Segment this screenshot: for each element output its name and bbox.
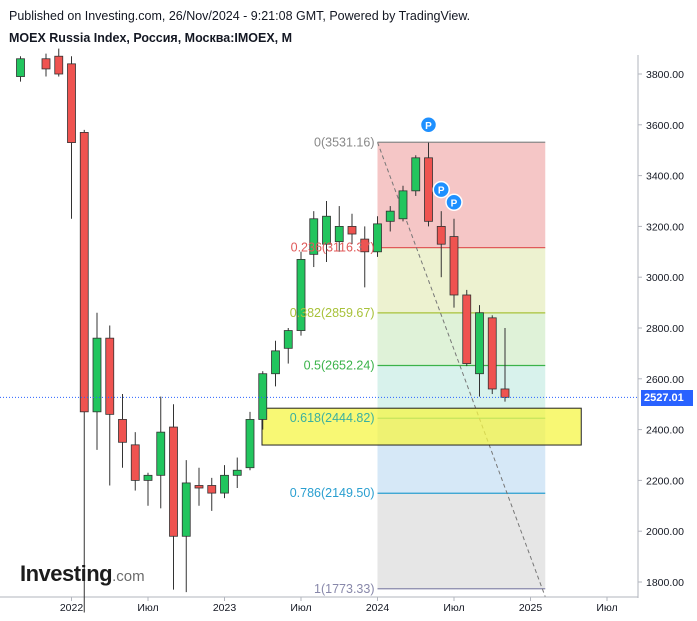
fib-level-label: 0.786(2149.50): [290, 486, 375, 500]
chart-header: Published on Investing.com, 26/Nov/2024 …: [9, 6, 629, 49]
y-tick-label: 2600.00: [646, 374, 684, 386]
x-tick-label: 2025: [519, 602, 543, 614]
x-tick-label: 2024: [366, 602, 390, 614]
y-tick-label: 3200.00: [646, 221, 684, 233]
y-tick-label: 2400.00: [646, 425, 684, 437]
y-tick-label: 3800.00: [646, 69, 684, 81]
y-tick-label: 3000.00: [646, 272, 684, 284]
fib-zone: [377, 493, 546, 589]
x-tick-label: 2023: [213, 602, 237, 614]
y-tick-label: 3600.00: [646, 120, 684, 132]
candle-body: [181, 482, 191, 537]
y-tick-label: 2800.00: [646, 323, 684, 335]
candle-body: [207, 485, 217, 494]
candle-body: [220, 474, 229, 494]
candle-body: [373, 223, 382, 253]
candle-body: [398, 190, 408, 220]
investing-logo: Investing.com: [20, 561, 145, 587]
y-tick-label: 2000.00: [646, 526, 684, 538]
chart-title: MOEX Russia Index, Россия, Москва:IMOEX,…: [9, 31, 293, 45]
candle-body: [194, 485, 204, 489]
candle-body: [500, 388, 510, 398]
candle-body: [271, 350, 280, 375]
candle-body: [67, 63, 76, 143]
fib-level-label: 0.618(2444.82): [290, 411, 375, 425]
candle-body: [79, 132, 89, 413]
logo-domain: .com: [112, 568, 145, 585]
badges: PPP: [419, 116, 463, 212]
dividend-badge-label: P: [425, 121, 432, 132]
candle-body: [143, 474, 153, 481]
candle-body: [334, 225, 344, 243]
candle-body: [424, 157, 433, 222]
candle-body: [92, 337, 102, 413]
candle-body: [309, 218, 319, 255]
published-line: Published on Investing.com, 26/Nov/2024 …: [9, 9, 471, 23]
dividend-badge: [419, 116, 438, 134]
candle-body: [322, 215, 331, 245]
logo-word: Investing: [20, 561, 113, 586]
candle-body: [169, 426, 178, 537]
candle-body: [54, 55, 64, 75]
x-tick-label: Июл: [137, 602, 158, 614]
y-axis-ticks: 1800.00 2000.00 2200.00 2400.00 2600.00 2800.…: [638, 69, 684, 589]
candles: [0, 48, 638, 613]
candle-body: [245, 419, 255, 469]
x-axis-ticks: 2022 Июл 2023 Июл 2024 Июл 2025 Июл: [60, 597, 618, 614]
y-tick-label: 2200.00: [646, 475, 684, 487]
fib-level-label: 1(1773.33): [314, 582, 374, 596]
candle-body: [360, 238, 370, 253]
x-tick-label: Июл: [290, 602, 311, 614]
x-tick-label: Июл: [596, 602, 617, 614]
fib-level-label: 0.382(2859.67): [290, 306, 375, 320]
dividend-badge: [445, 193, 463, 212]
fib-zone: [377, 312, 546, 366]
axes: [0, 55, 639, 598]
candle-body: [118, 419, 127, 443]
fib-level-label: 0.236(3116.37): [291, 241, 375, 255]
candle-body: [462, 294, 472, 364]
candle-body: [156, 431, 166, 476]
x-tick-label: Июл: [443, 602, 464, 614]
candle-body: [385, 210, 395, 222]
dividend-badge-label: P: [451, 198, 458, 209]
candle-body: [16, 58, 25, 77]
y-tick-label: 1800.00: [646, 577, 684, 589]
candle-body: [258, 373, 268, 420]
candle-body: [283, 330, 293, 349]
candle-body: [475, 312, 484, 375]
dividend-badge: [432, 180, 450, 199]
fib-level-label: 0(3531.16): [314, 135, 374, 149]
dividend-badge-label: P: [438, 186, 445, 197]
candle-body: [436, 225, 446, 245]
last-price-tag: 2527.01: [641, 390, 693, 406]
candle-body: [41, 58, 51, 70]
candle-body: [130, 444, 140, 481]
candle-body: [105, 337, 115, 415]
support-zone: [261, 407, 582, 446]
candle-body: [411, 157, 421, 192]
candle-body: [232, 469, 242, 476]
candle-body: [296, 259, 306, 331]
candle-body: [449, 236, 459, 296]
candle-body: [347, 225, 357, 235]
highlight-layer: [261, 407, 582, 446]
fib-level-label: 0.5(2652.24): [304, 359, 375, 373]
candle-body: [487, 317, 497, 390]
fib-labels: 0(3531.16) 0.236(3116.37) 0.382(2859.67) 0.…: [290, 135, 375, 595]
y-tick-label: 3400.00: [646, 171, 684, 183]
fib-zone: [377, 247, 546, 313]
x-tick-label: 2022: [60, 602, 84, 614]
